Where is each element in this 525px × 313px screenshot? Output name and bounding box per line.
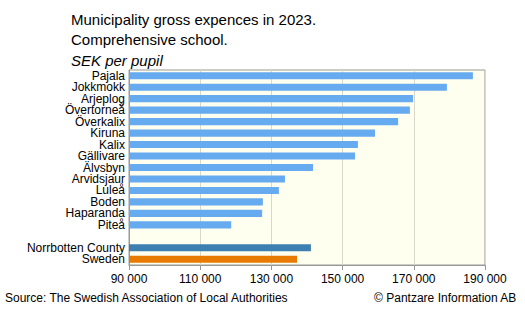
- svg-text:© Pantzare Information AB: © Pantzare Information AB: [374, 291, 516, 305]
- svg-text:150 000: 150 000: [321, 272, 365, 286]
- svg-text:110 000: 110 000: [179, 272, 222, 286]
- svg-text:Source: The Swedish Associatio: Source: The Swedish Association of Local…: [5, 291, 288, 305]
- svg-text:Älvsbyn: Älvsbyn: [83, 160, 125, 175]
- svg-text:Jokkmokk: Jokkmokk: [71, 80, 125, 95]
- svg-text:Sweden: Sweden: [82, 252, 125, 266]
- svg-text:Haparanda: Haparanda: [65, 206, 125, 221]
- svg-text:Gällivare: Gällivare: [77, 149, 125, 163]
- svg-text:Kiruna: Kiruna: [90, 126, 125, 141]
- svg-text:190 000: 190 000: [463, 272, 507, 286]
- svg-text:90 000: 90 000: [111, 272, 148, 286]
- svg-text:170 000: 170 000: [392, 272, 436, 286]
- svg-text:Kalix: Kalix: [99, 137, 125, 152]
- svg-text:Municipality gross expences in: Municipality gross expences in 2023.: [71, 11, 316, 28]
- svg-text:Luleå: Luleå: [95, 183, 125, 198]
- svg-text:Överkalix: Överkalix: [75, 114, 125, 129]
- svg-text:Arvidsjaur: Arvidsjaur: [71, 172, 125, 186]
- svg-text:Comprehensive school.: Comprehensive school.: [71, 31, 228, 48]
- svg-text:Norrbotten County: Norrbotten County: [26, 240, 125, 255]
- svg-text:SEK per pupil: SEK per pupil: [71, 52, 163, 69]
- svg-text:Övertorneå: Övertorneå: [65, 103, 125, 118]
- svg-text:130 000: 130 000: [250, 272, 294, 286]
- svg-text:Pajala: Pajala: [91, 68, 125, 83]
- svg-text:Arjeplog: Arjeplog: [81, 91, 125, 106]
- svg-text:Piteå: Piteå: [98, 218, 126, 232]
- svg-text:Boden: Boden: [90, 194, 125, 209]
